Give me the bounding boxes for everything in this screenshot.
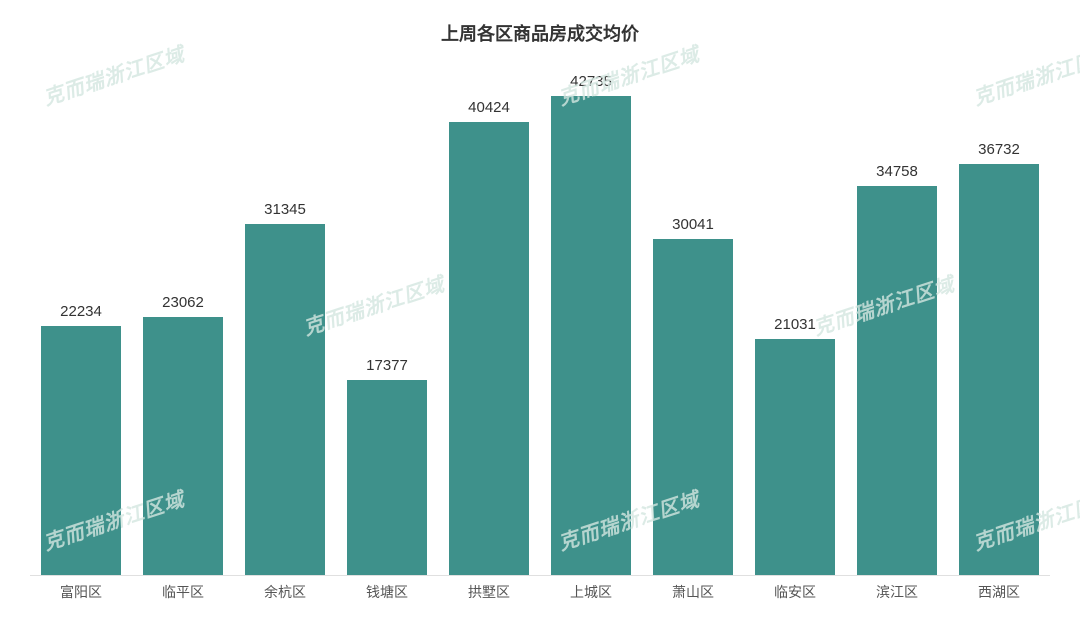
x-axis-label: 余杭区 bbox=[234, 576, 336, 601]
bar-slot: 22234 bbox=[30, 71, 132, 575]
plot-area: 22234 23062 31345 17377 40424 42735 30041 21031… bbox=[30, 71, 1050, 601]
bar-value-label: 42735 bbox=[570, 73, 612, 90]
x-axis-label: 临平区 bbox=[132, 576, 234, 601]
x-axis-label: 拱墅区 bbox=[438, 576, 540, 601]
x-axis-label: 上城区 bbox=[540, 576, 642, 601]
bar bbox=[857, 186, 937, 575]
chart-title: 上周各区商品房成交均价 bbox=[30, 20, 1050, 46]
bar-slot: 17377 bbox=[336, 71, 438, 575]
x-axis-label: 滨江区 bbox=[846, 576, 948, 601]
bar-value-label: 21031 bbox=[774, 316, 816, 333]
bar bbox=[755, 339, 835, 575]
bar-value-label: 17377 bbox=[366, 357, 408, 374]
bar-slot: 36732 bbox=[948, 71, 1050, 575]
x-axis-label: 临安区 bbox=[744, 576, 846, 601]
x-axis-label: 萧山区 bbox=[642, 576, 744, 601]
x-axis-label: 西湖区 bbox=[948, 576, 1050, 601]
bar-value-label: 36732 bbox=[978, 141, 1020, 158]
bar-slot: 34758 bbox=[846, 71, 948, 575]
bars-group: 22234 23062 31345 17377 40424 42735 30041 21031… bbox=[30, 71, 1050, 576]
bar bbox=[551, 96, 631, 575]
x-axis-labels: 富阳区临平区余杭区钱塘区拱墅区上城区萧山区临安区滨江区西湖区 bbox=[30, 576, 1050, 601]
bar-value-label: 22234 bbox=[60, 303, 102, 320]
bar-chart: 上周各区商品房成交均价 22234 23062 31345 17377 40424 427… bbox=[0, 0, 1080, 643]
bar-value-label: 23062 bbox=[162, 294, 204, 311]
bar-slot: 42735 bbox=[540, 71, 642, 575]
bar-slot: 40424 bbox=[438, 71, 540, 575]
bar bbox=[653, 239, 733, 575]
bar bbox=[347, 380, 427, 575]
x-axis-label: 富阳区 bbox=[30, 576, 132, 601]
bar-slot: 30041 bbox=[642, 71, 744, 575]
x-axis-label: 钱塘区 bbox=[336, 576, 438, 601]
bar bbox=[143, 317, 223, 575]
bar bbox=[245, 224, 325, 575]
bar bbox=[959, 164, 1039, 575]
bar-value-label: 31345 bbox=[264, 201, 306, 218]
bar-slot: 31345 bbox=[234, 71, 336, 575]
bar-value-label: 34758 bbox=[876, 163, 918, 180]
bar bbox=[449, 122, 529, 575]
bar-value-label: 40424 bbox=[468, 99, 510, 116]
bar-slot: 23062 bbox=[132, 71, 234, 575]
bar bbox=[41, 326, 121, 575]
bar-value-label: 30041 bbox=[672, 216, 714, 233]
bar-slot: 21031 bbox=[744, 71, 846, 575]
